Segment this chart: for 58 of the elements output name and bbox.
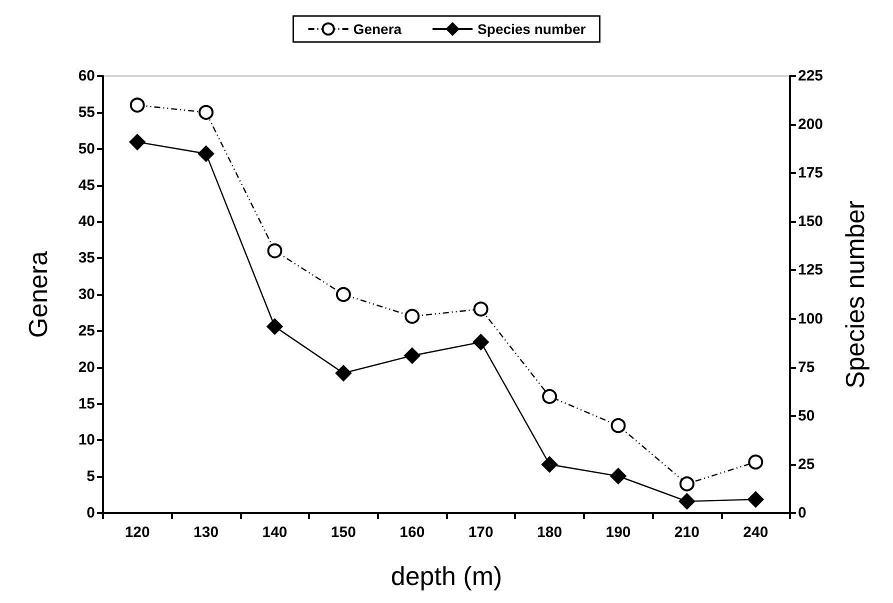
point: [748, 491, 764, 508]
point: [610, 418, 626, 434]
y-tick-label: 35: [78, 250, 95, 267]
point: [129, 134, 146, 150]
y2-tick-label: 175: [798, 164, 824, 182]
y2-tick-label: 25: [798, 456, 815, 473]
point: [472, 334, 489, 350]
x-tick-label: 170: [468, 524, 494, 541]
y2-tick-label: 225: [798, 68, 824, 84]
y-tick-label: 10: [78, 432, 95, 449]
legend-label: Species number: [478, 21, 586, 37]
y2-tick-label: 125: [798, 262, 824, 279]
point: [336, 287, 351, 302]
point: [678, 493, 695, 510]
y2-tick-label: 0: [798, 504, 806, 522]
point: [266, 318, 283, 335]
y-tick-label: 0: [86, 504, 95, 522]
y-tick-label: 40: [78, 213, 95, 230]
point: [610, 468, 626, 484]
point: [542, 456, 558, 472]
point: [542, 388, 558, 404]
y2-tick-label: 150: [798, 213, 824, 230]
point: [679, 476, 694, 492]
y2-tick-label: 75: [798, 358, 815, 376]
x-tick-label: 210: [674, 524, 700, 541]
legend-label: Genera: [353, 21, 402, 37]
y-tick-label: 20: [78, 358, 95, 376]
y-tick-label: 55: [78, 104, 95, 121]
y2-tick-label: 50: [798, 407, 815, 424]
point: [748, 454, 764, 470]
x-tick-label: 150: [330, 524, 356, 541]
x-tick-label: 130: [194, 524, 219, 541]
point: [130, 98, 145, 113]
x-tick-label: 240: [743, 524, 768, 541]
y-tick-label: 25: [78, 322, 95, 340]
point: [473, 302, 488, 317]
y-tick-label: 60: [78, 68, 95, 84]
y-tick-label: 30: [78, 286, 95, 303]
point: [335, 365, 352, 382]
y-tick-label: 15: [78, 395, 95, 412]
y2-axis-title: Species number: [840, 200, 870, 388]
y2-tick-label: 100: [798, 310, 824, 328]
x-tick-label: 160: [400, 524, 425, 541]
x-tick-label: 140: [262, 524, 288, 541]
x-tick-label: 190: [606, 524, 631, 541]
point: [404, 348, 420, 364]
point: [267, 243, 282, 258]
x-tick-label: 120: [124, 524, 150, 541]
y-axis-title: Genera: [23, 250, 53, 338]
y-tick-label: 45: [78, 176, 95, 194]
y2-tick-label: 200: [798, 116, 824, 134]
y-tick-label: 5: [86, 468, 95, 486]
y-tick-label: 50: [78, 140, 95, 158]
point: [198, 146, 214, 162]
point: [198, 104, 214, 120]
x-tick-label: 180: [537, 524, 562, 541]
x-axis-title: depth (m): [390, 561, 502, 591]
point: [404, 308, 420, 324]
